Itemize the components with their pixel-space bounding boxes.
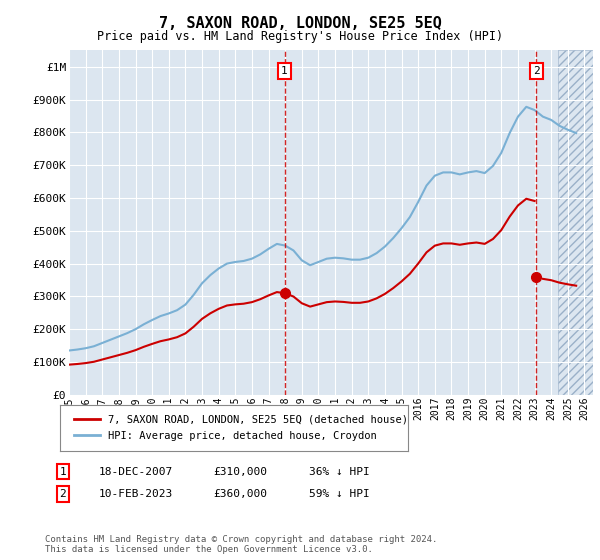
Text: 18-DEC-2007: 18-DEC-2007: [99, 466, 173, 477]
Text: 1: 1: [281, 66, 288, 76]
Text: 10-FEB-2023: 10-FEB-2023: [99, 489, 173, 499]
Legend: 7, SAXON ROAD, LONDON, SE25 5EQ (detached house), HPI: Average price, detached h: 7, SAXON ROAD, LONDON, SE25 5EQ (detache…: [68, 409, 413, 446]
Text: £310,000: £310,000: [213, 466, 267, 477]
Text: £360,000: £360,000: [213, 489, 267, 499]
Text: 2: 2: [533, 66, 540, 76]
Text: Contains HM Land Registry data © Crown copyright and database right 2024.
This d: Contains HM Land Registry data © Crown c…: [45, 535, 437, 554]
Text: 1: 1: [59, 466, 67, 477]
Text: Price paid vs. HM Land Registry's House Price Index (HPI): Price paid vs. HM Land Registry's House …: [97, 30, 503, 43]
Text: 36% ↓ HPI: 36% ↓ HPI: [309, 466, 370, 477]
Text: 7, SAXON ROAD, LONDON, SE25 5EQ: 7, SAXON ROAD, LONDON, SE25 5EQ: [158, 16, 442, 31]
Bar: [558, 50, 593, 395]
Text: 59% ↓ HPI: 59% ↓ HPI: [309, 489, 370, 499]
Text: 2: 2: [59, 489, 67, 499]
